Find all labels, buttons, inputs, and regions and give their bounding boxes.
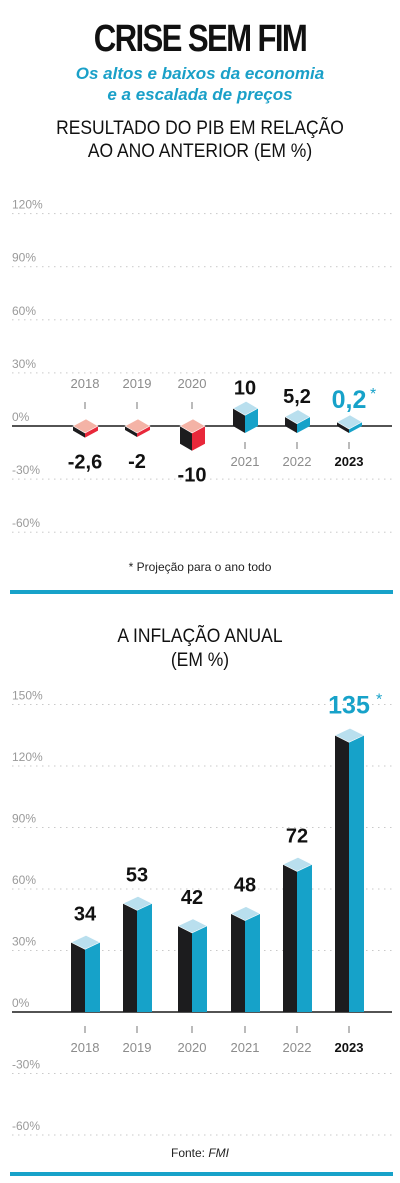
bar-front-face: [337, 422, 349, 433]
data-label: 72: [286, 825, 308, 847]
bar-top-face: [124, 418, 151, 434]
y-tick-label: -30%: [12, 463, 40, 477]
x-tick-label: 2023: [335, 454, 364, 469]
y-tick-label: 0%: [12, 996, 30, 1010]
y-tick-label: 30%: [12, 357, 36, 371]
bar-side-face: [192, 426, 205, 451]
bar-front-face: [71, 942, 85, 1012]
y-tick-label: 90%: [12, 251, 36, 265]
bar-front-face: [233, 408, 245, 433]
data-label: 0,2: [332, 386, 367, 414]
gdp-chart: 120% 90% 60% 30% 0% -30% -60% 2018 -2,6 2019 -2 202…: [12, 198, 392, 533]
bar-top-face: [70, 934, 101, 950]
x-tick-label: 2018: [71, 376, 100, 391]
x-tick-label: 2019: [123, 376, 152, 391]
y-tick-label: 150%: [12, 689, 43, 703]
x-tick-label: 2019: [123, 1040, 152, 1055]
bar-side-face: [192, 925, 207, 1012]
data-label: 5,2: [283, 386, 311, 408]
y-tick-label: -60%: [12, 516, 40, 530]
bar-top-face: [177, 918, 208, 934]
source-label: Fonte:: [170, 1146, 209, 1160]
section-divider: [10, 590, 393, 594]
bar-front-face: [231, 913, 245, 1012]
y-tick-label: -30%: [12, 1058, 40, 1072]
subtitle-line-1: Os altos e baixos da economia: [75, 64, 325, 83]
inflation-chart: 150% 120% 90% 60% 30% 0% -30% -60% 2018 34 2019 53 2…: [12, 689, 392, 1136]
bar-front-face: [335, 735, 349, 1012]
bar-side-face: [245, 913, 260, 1012]
x-tick-label: 2021: [231, 1040, 260, 1055]
data-label: 48: [234, 875, 256, 897]
source-note: Fonte: FMI: [0, 1146, 400, 1160]
y-tick-label: 30%: [12, 935, 36, 949]
x-tick-label: 2023: [335, 1040, 364, 1055]
page-title: CRISE SEM FIM: [93, 18, 308, 60]
bar-side-face: [297, 416, 310, 433]
subtitle-line-2: e a escalada de preços: [107, 85, 293, 104]
bar-top-face: [282, 857, 313, 872]
y-tick-label: 0%: [12, 410, 30, 424]
bar-side-face: [349, 422, 362, 433]
bar-top-face: [336, 414, 363, 430]
projection-asterisk: *: [376, 691, 382, 708]
bar-front-face: [73, 426, 85, 438]
bar-side-face: [349, 735, 364, 1012]
bar-top-face: [72, 418, 99, 434]
bottom-divider: [10, 1172, 393, 1176]
x-tick-label: 2022: [283, 454, 312, 469]
data-label: -2,6: [68, 452, 102, 474]
data-label: 53: [126, 864, 148, 886]
source-name: FMI: [208, 1146, 230, 1160]
bar-top-face: [334, 727, 365, 743]
bar-front-face: [178, 925, 192, 1012]
data-label: 42: [181, 887, 203, 909]
x-tick-label: 2020: [178, 1040, 207, 1055]
bar-side-face: [245, 408, 258, 433]
bar-front-face: [285, 416, 297, 433]
bar-side-face: [85, 426, 98, 438]
bar-side-face: [137, 903, 152, 1012]
projection-asterisk: *: [370, 386, 376, 403]
bar-front-face: [180, 426, 192, 451]
bar-top-face: [284, 409, 311, 425]
y-tick-label: -60%: [12, 1119, 40, 1133]
bar-top-face: [179, 418, 206, 434]
data-label: -2: [128, 451, 146, 473]
x-tick-label: 2021: [231, 454, 260, 469]
bar-front-face: [123, 903, 137, 1012]
x-tick-label: 2022: [283, 1040, 312, 1055]
x-tick-label: 2020: [178, 376, 207, 391]
data-label: 135: [328, 691, 370, 719]
y-tick-label: 90%: [12, 812, 36, 826]
bar-side-face: [137, 426, 150, 437]
bar-side-face: [297, 864, 312, 1012]
bar-top-face: [122, 896, 153, 911]
y-tick-label: 120%: [12, 750, 43, 764]
y-tick-label: 60%: [12, 873, 36, 887]
y-tick-label: 120%: [12, 198, 43, 212]
bar-front-face: [283, 864, 297, 1012]
projection-note: * Projeção para o ano todo: [128, 560, 272, 574]
gdp-chart-title-line-1: RESULTADO DO PIB EM RELAÇÃO: [56, 118, 344, 139]
y-tick-label: 60%: [12, 304, 36, 318]
bar-side-face: [85, 942, 100, 1012]
data-label: -10: [178, 465, 207, 487]
bar-top-face: [232, 400, 259, 416]
inflation-chart-title-line-1: A INFLAÇÃO ANUAL: [117, 626, 283, 647]
data-label: 34: [74, 903, 97, 925]
gdp-chart-title-line-2: AO ANO ANTERIOR (EM %): [87, 141, 313, 162]
bar-top-face: [230, 906, 261, 921]
x-tick-label: 2018: [71, 1040, 100, 1055]
inflation-chart-title-line-2: (EM %): [170, 650, 230, 671]
data-label: 10: [234, 377, 256, 399]
bar-front-face: [125, 426, 137, 437]
